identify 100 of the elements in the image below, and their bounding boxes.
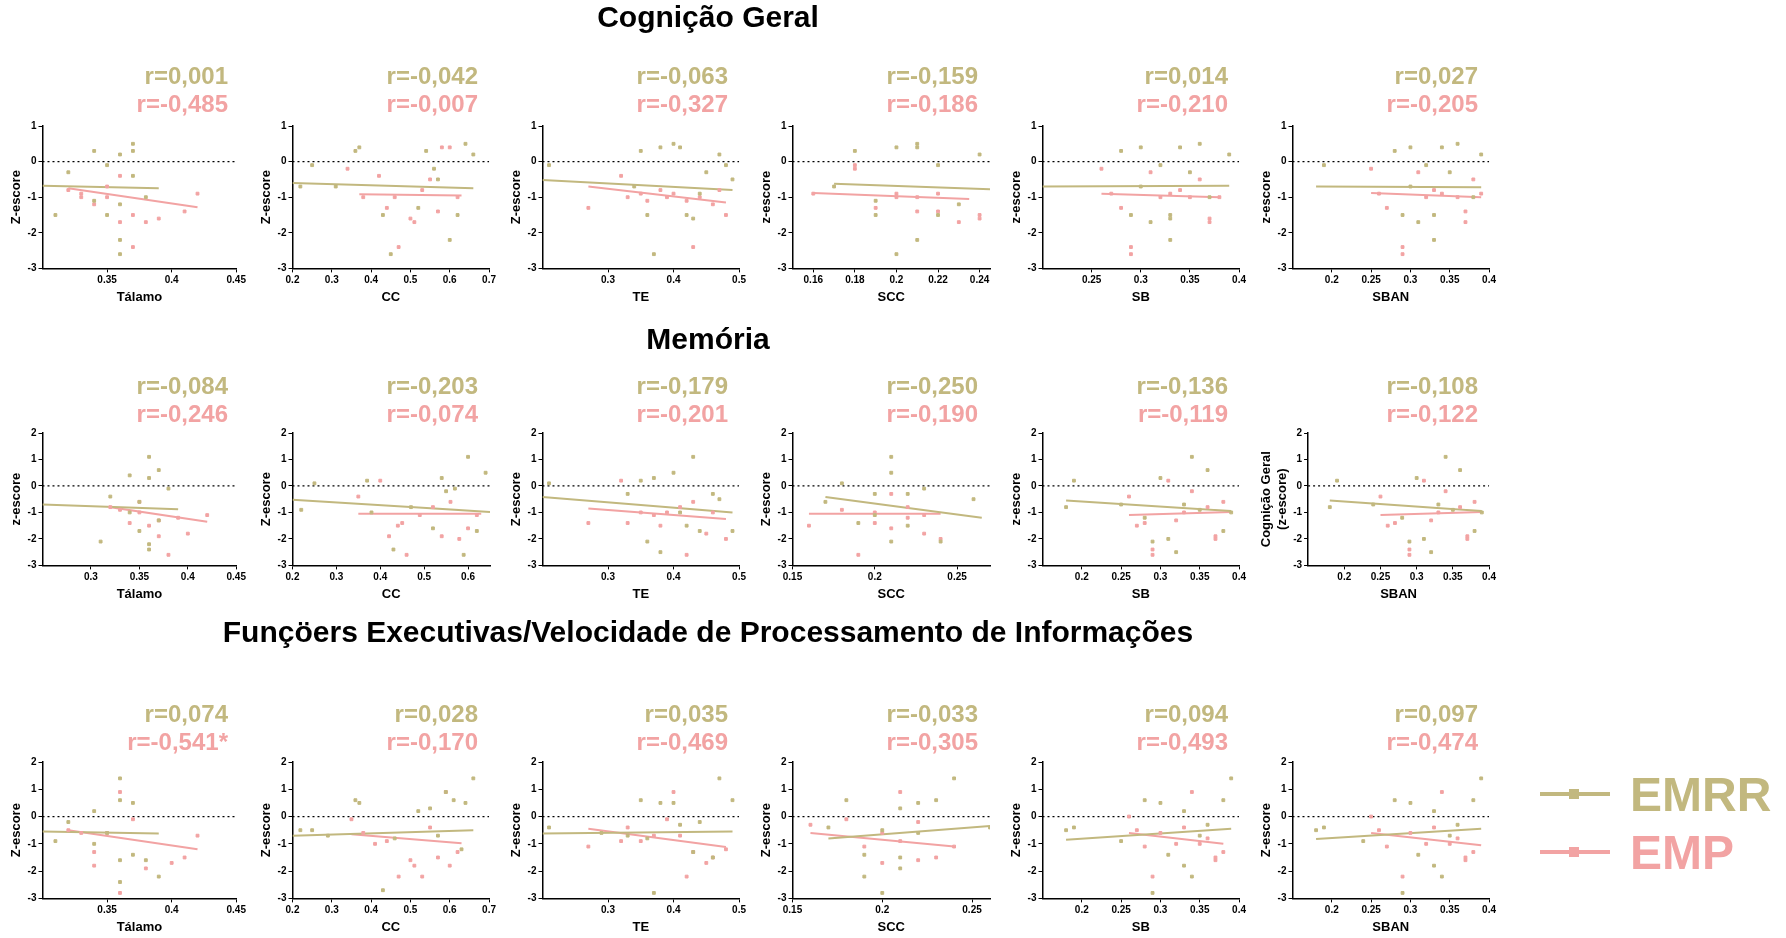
point	[730, 798, 735, 803]
point	[1455, 195, 1460, 200]
point	[665, 510, 669, 515]
point	[678, 833, 682, 838]
x-axis-title: SCC	[877, 585, 906, 601]
y-tick-label: 0	[1030, 810, 1037, 822]
point	[934, 855, 939, 860]
point	[724, 847, 728, 852]
point	[717, 188, 722, 192]
point	[1229, 510, 1234, 515]
point	[619, 478, 624, 483]
point	[658, 188, 663, 192]
x-tick-label: 0.25	[962, 904, 983, 916]
point	[671, 801, 676, 805]
point	[1432, 825, 1436, 830]
point	[1393, 521, 1397, 525]
point	[1322, 825, 1326, 830]
point	[1436, 510, 1441, 515]
point	[1189, 874, 1194, 879]
point	[432, 166, 436, 171]
point	[395, 523, 400, 528]
point	[79, 191, 84, 196]
point	[1182, 809, 1186, 814]
point	[1150, 874, 1155, 879]
point	[1447, 833, 1452, 838]
point	[1408, 801, 1413, 805]
point	[118, 202, 122, 207]
point	[1439, 790, 1444, 794]
point	[826, 825, 831, 830]
x-tick-label: 0.35	[97, 274, 118, 286]
point	[444, 489, 449, 494]
point	[678, 505, 682, 510]
point	[658, 145, 663, 150]
text: r=-0,084	[136, 372, 228, 400]
y-axis-title: z-escore	[758, 170, 774, 224]
point	[384, 839, 389, 844]
y-tick-label: -1	[777, 190, 787, 202]
point	[717, 497, 722, 502]
point	[156, 216, 161, 221]
point	[1174, 550, 1179, 555]
x-tick-label: 0.35	[1190, 571, 1210, 583]
point	[185, 531, 190, 536]
point	[915, 209, 920, 214]
point	[1400, 245, 1405, 249]
point	[1447, 841, 1452, 846]
y-tick-label: -3	[777, 892, 787, 904]
point	[658, 801, 663, 805]
point	[127, 473, 132, 478]
point	[1472, 499, 1477, 504]
point	[658, 523, 663, 528]
x-tick-label: 0.25	[1361, 904, 1382, 916]
text: r=0,074	[143, 700, 228, 728]
point	[1463, 209, 1468, 214]
point	[298, 828, 303, 833]
point	[1109, 191, 1114, 196]
x-axis-title: TE	[632, 585, 650, 601]
point	[651, 891, 656, 895]
x-tick-label: 0.3	[1403, 904, 1418, 916]
point	[1424, 195, 1429, 200]
x-axis-title: TE	[632, 288, 650, 304]
point	[856, 521, 861, 525]
y-tick-label: -1	[1277, 837, 1287, 849]
point	[436, 833, 440, 838]
point	[1207, 220, 1212, 225]
point	[915, 145, 920, 150]
point	[862, 844, 867, 849]
y-tick-label: 2	[780, 755, 787, 767]
point	[1072, 478, 1076, 483]
y-axis-title: Z-escore	[508, 803, 524, 858]
text: r=-0,179	[636, 372, 728, 400]
point	[461, 552, 466, 557]
text: r=-0,469	[636, 728, 728, 756]
x-tick-label: 0.18	[845, 274, 866, 286]
y-tick-label: 0	[280, 810, 287, 822]
point	[691, 454, 696, 459]
y-tick-label: 0	[1280, 810, 1287, 822]
point	[852, 149, 857, 153]
point	[447, 863, 452, 868]
y-tick-label: -2	[777, 226, 787, 238]
point	[137, 510, 142, 515]
point	[1197, 507, 1202, 512]
y-tick-label: -1	[1027, 190, 1037, 202]
y-tick-label: 0	[30, 155, 37, 167]
point	[131, 173, 135, 178]
text: r=-0,203	[386, 372, 478, 400]
point	[457, 537, 462, 541]
point	[156, 468, 161, 472]
point	[1227, 152, 1232, 157]
text: r=0,097	[1393, 700, 1478, 728]
point	[665, 195, 669, 200]
point	[447, 145, 452, 150]
y-tick-label: 2	[780, 426, 787, 438]
point	[586, 844, 591, 849]
point	[704, 170, 709, 175]
point	[92, 841, 97, 846]
point	[428, 806, 432, 811]
point	[131, 852, 135, 857]
point	[1458, 505, 1463, 510]
point	[436, 177, 440, 182]
point	[916, 820, 921, 824]
